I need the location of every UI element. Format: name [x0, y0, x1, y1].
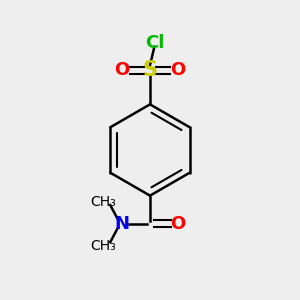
Text: Cl: Cl	[145, 34, 164, 52]
Text: S: S	[142, 61, 158, 80]
Text: O: O	[170, 214, 186, 232]
Text: N: N	[115, 214, 130, 232]
Text: CH₃: CH₃	[90, 194, 116, 208]
Text: CH₃: CH₃	[90, 239, 116, 253]
Text: O: O	[114, 61, 130, 80]
Text: O: O	[170, 61, 186, 80]
